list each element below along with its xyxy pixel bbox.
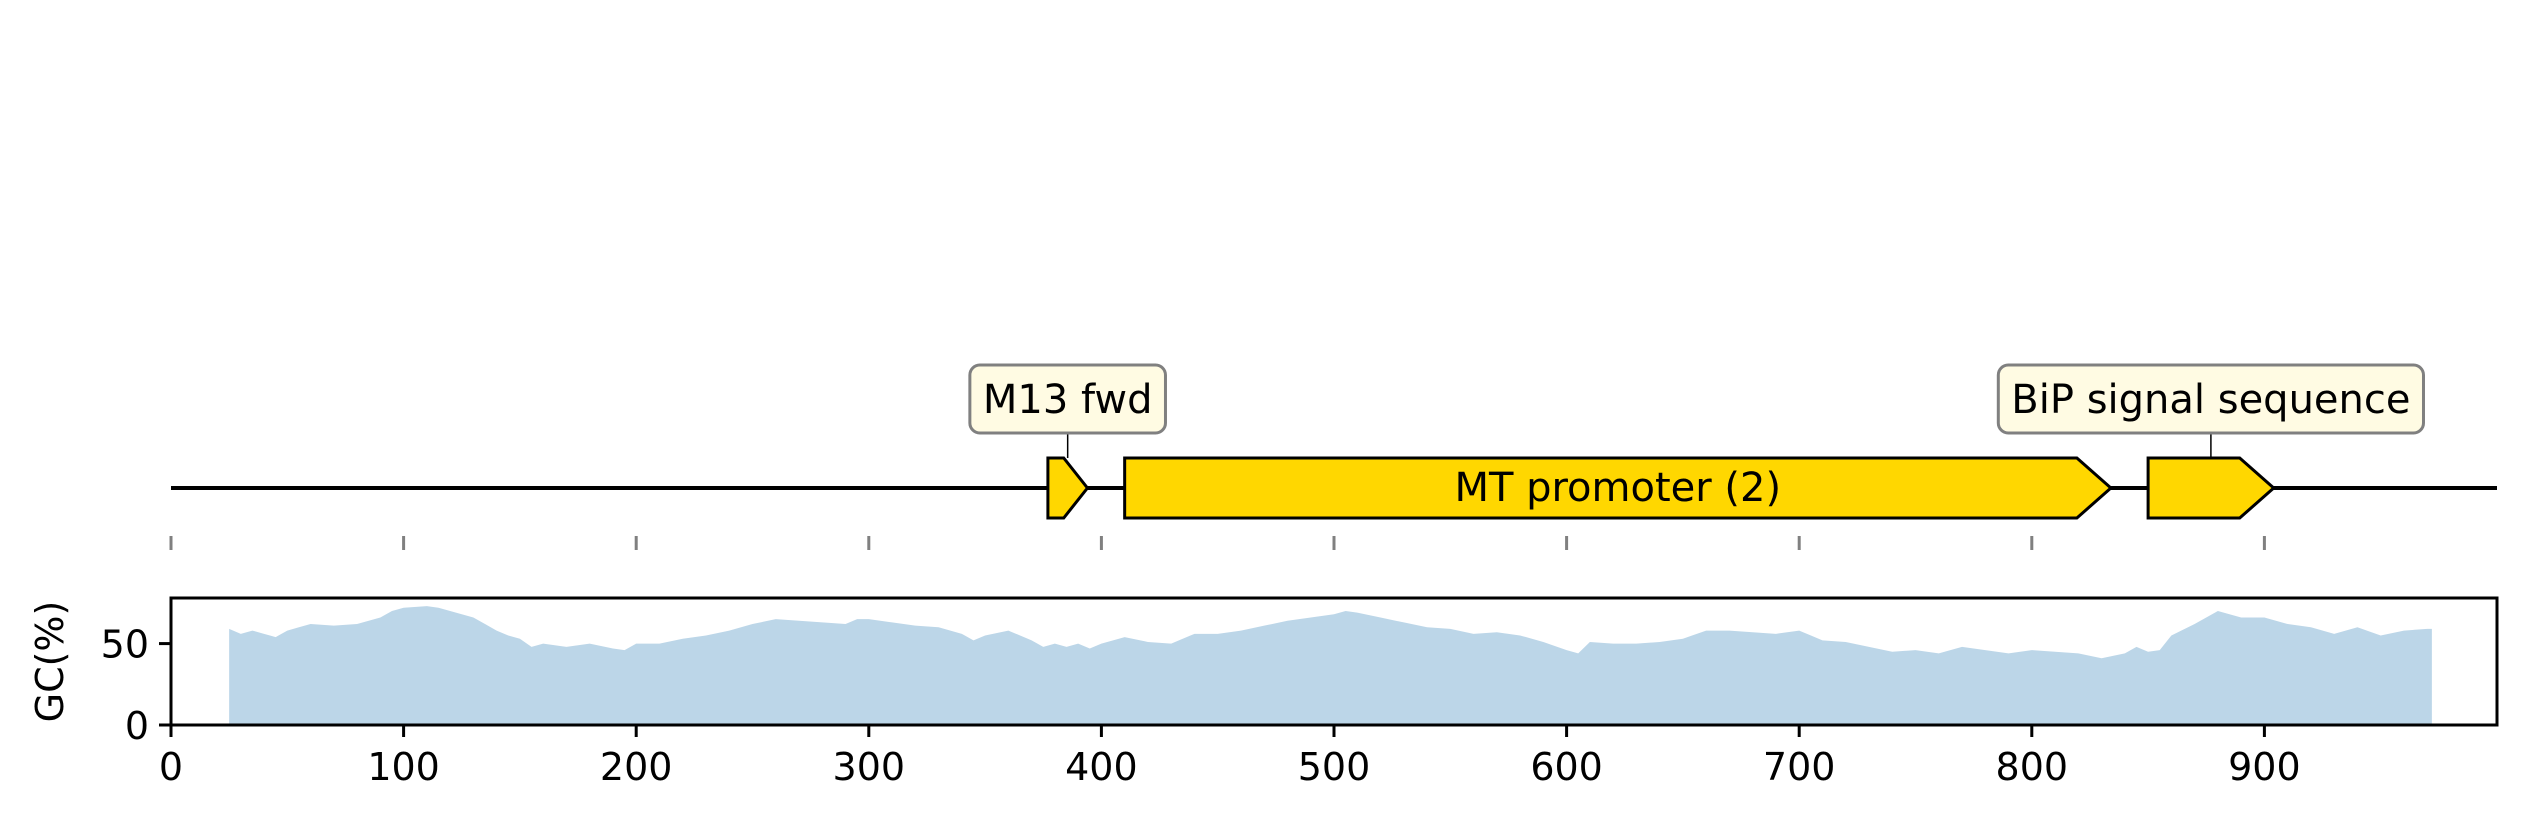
- gc-x-tick-label-500: 500: [1298, 745, 1371, 789]
- callout-box-bip-signal-sequence: [1996, 363, 2425, 435]
- gc-content-area: [229, 606, 2432, 725]
- gc-x-tick-label-700: 700: [1763, 745, 1836, 789]
- feature-arrow-bip-signal-sequence: [2146, 456, 2276, 520]
- gc-x-tick-label-800: 800: [1996, 745, 2069, 789]
- feature-arrow-mt-promoter-2: [1123, 456, 2114, 520]
- gc-x-tick-label-900: 900: [2228, 745, 2301, 789]
- gc-y-tick-label-0: 0: [125, 704, 149, 748]
- callout-box-m13-fwd: [968, 363, 1167, 435]
- gc-x-tick-label-300: 300: [833, 745, 906, 789]
- feature-label-mt-promoter-2: MT promoter (2): [1454, 465, 1781, 511]
- feature-arrow-m13-fwd: [1046, 456, 1090, 520]
- gc-y-tick-label-50: 50: [101, 623, 149, 667]
- gc-x-tick-label-0: 0: [159, 745, 183, 789]
- gc-x-tick-label-100: 100: [367, 745, 440, 789]
- feature-track: M13 fwd MT promoter (2) BiP signal sequenc…: [169, 363, 2497, 550]
- callout-label-bip-signal-sequence: BiP signal sequence: [2011, 377, 2410, 423]
- gc-x-tick-label-400: 400: [1065, 745, 1138, 789]
- gc-y-axis-label: GC(%): [28, 601, 72, 723]
- gc-x-tick-label-200: 200: [600, 745, 673, 789]
- callout-bip-signal-sequence: BiP signal sequence: [1996, 363, 2425, 435]
- gc-x-tick-label-600: 600: [1530, 745, 1603, 789]
- callout-label-m13-fwd: M13 fwd: [983, 377, 1153, 423]
- callout-m13-fwd: M13 fwd: [968, 363, 1167, 435]
